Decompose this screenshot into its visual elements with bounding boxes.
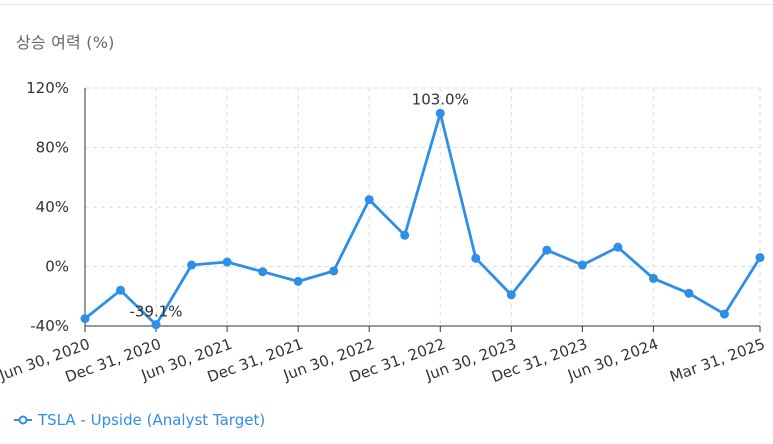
y-tick-label: 40% <box>36 198 69 216</box>
data-label: -39.1% <box>130 303 183 321</box>
data-point[interactable] <box>293 276 303 286</box>
data-point[interactable] <box>151 320 161 330</box>
data-point[interactable] <box>116 285 126 295</box>
data-point[interactable] <box>719 309 729 319</box>
grid <box>84 87 761 327</box>
data-point[interactable] <box>80 314 90 324</box>
data-point[interactable] <box>329 266 339 276</box>
data-label: 103.0% <box>412 90 469 108</box>
data-point[interactable] <box>364 195 374 205</box>
data-point[interactable] <box>577 260 587 270</box>
data-point[interactable] <box>435 108 445 118</box>
labels: -39.1% 103.0% <box>130 90 469 320</box>
series-line <box>84 111 762 327</box>
data-point[interactable] <box>648 273 658 283</box>
data-point[interactable] <box>222 257 232 267</box>
legend-line-marker-icon <box>14 415 32 425</box>
x-tick-label: Mar 31, 2025 <box>667 335 767 386</box>
data-point[interactable] <box>471 253 481 263</box>
data-point[interactable] <box>542 245 552 255</box>
y-tick-label: 80% <box>36 139 69 157</box>
data-point[interactable] <box>400 230 410 240</box>
chart-title: 상승 여력 (%) <box>16 33 115 52</box>
y-tick-label: 0% <box>45 258 69 276</box>
data-point[interactable] <box>258 267 268 277</box>
data-point[interactable] <box>684 288 694 298</box>
data-point[interactable] <box>506 290 516 300</box>
data-point[interactable] <box>187 260 197 270</box>
legend-label: TSLA - Upside (Analyst Target) <box>38 411 266 429</box>
data-point[interactable] <box>613 242 623 252</box>
legend[interactable]: TSLA - Upside (Analyst Target) <box>14 411 265 429</box>
data-point[interactable] <box>755 253 765 263</box>
y-tick-label: 120% <box>26 79 69 97</box>
series-layer <box>80 108 765 330</box>
y-tick-label: -40% <box>30 317 69 335</box>
top-divider <box>0 4 773 5</box>
